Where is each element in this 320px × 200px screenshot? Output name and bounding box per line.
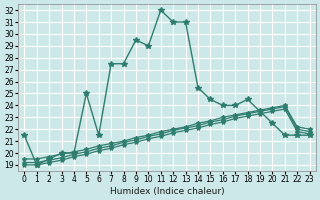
X-axis label: Humidex (Indice chaleur): Humidex (Indice chaleur)	[110, 187, 224, 196]
